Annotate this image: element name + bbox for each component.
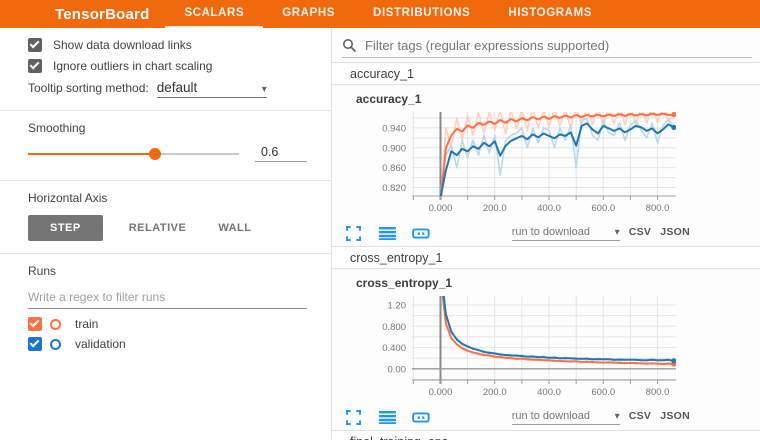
tooltip-sorting-value: default	[156, 80, 198, 95]
slider-fill	[28, 152, 155, 155]
svg-text:400.0: 400.0	[537, 203, 561, 214]
json-download-link[interactable]: JSON	[660, 225, 690, 238]
tab-histograms[interactable]: HISTOGRAMS	[508, 7, 593, 19]
svg-text:600.0: 600.0	[591, 203, 615, 214]
section-header-final-training-ops[interactable]: final_training_ops	[332, 430, 760, 440]
svg-text:800.0: 800.0	[646, 387, 670, 398]
run-item-train[interactable]: train	[28, 317, 307, 331]
svg-text:0.860: 0.860	[382, 163, 406, 174]
accuracy-chart[interactable]: 0.820 0.860 0.900 0.940 0.000 200.0 400.0 600.0…	[368, 108, 760, 220]
expand-chart-icon[interactable]	[346, 225, 364, 241]
runs-regex-input[interactable]	[28, 288, 307, 309]
tab-distributions[interactable]: DISTRIBUTIONS	[373, 7, 471, 19]
axis-wall-button[interactable]: WALL	[218, 222, 252, 234]
svg-text:0.940: 0.940	[382, 123, 406, 134]
svg-text:200.0: 200.0	[483, 203, 507, 214]
settings-sidebar: Show data download links Ignore outliers…	[0, 28, 332, 440]
runs-label: Runs	[28, 264, 57, 278]
svg-text:800.0: 800.0	[646, 203, 670, 214]
slider-thumb[interactable]	[148, 147, 161, 160]
app-title: TensorBoard	[55, 5, 150, 23]
cross-entropy-chart[interactable]: 0.00 0.400 0.800 1.20 0.000 200.0 400.0 600.0 80…	[368, 292, 760, 404]
dropdown-caret-icon: ▾	[614, 226, 620, 238]
run-color-circle-icon	[50, 318, 61, 330]
chart-card-cross-entropy: cross_entropy_1 0.00 0.400 0.800 1.20 0.000 2…	[332, 269, 760, 430]
divider	[0, 180, 331, 181]
tab-scalars[interactable]: SCALARS	[165, 0, 264, 28]
horizontal-axis-label: Horizontal Axis	[28, 191, 108, 205]
nav-tabs: SCALARS GRAPHS DISTRIBUTIONS HISTOGRAMS	[165, 0, 611, 28]
checkbox-checked-icon	[28, 38, 42, 52]
svg-text:0.000: 0.000	[429, 387, 453, 398]
svg-text:0.400: 0.400	[382, 343, 406, 354]
filter-tags-input[interactable]	[365, 38, 752, 53]
tooltip-sorting-select[interactable]: default ▾	[156, 80, 267, 98]
chart-toolbar: run to download ▾ CSV JSON	[332, 220, 760, 246]
smoothing-slider[interactable]	[28, 147, 239, 161]
run-color-circle-icon	[50, 338, 61, 350]
checkbox-label: Ignore outliers in chart scaling	[53, 59, 213, 73]
app-header: TensorBoard SCALARS GRAPHS DISTRIBUTIONS…	[0, 0, 760, 28]
filter-tags-field[interactable]	[342, 34, 752, 58]
svg-text:0.900: 0.900	[382, 143, 406, 154]
smoothing-label: Smoothing	[28, 121, 86, 135]
run-checkbox-checked-icon	[28, 317, 42, 331]
axis-step-button[interactable]: STEP	[28, 215, 103, 241]
tooltip-sorting-label: Tooltip sorting method:	[28, 81, 149, 95]
svg-text:0.820: 0.820	[382, 183, 406, 194]
fit-domain-icon[interactable]	[412, 409, 430, 425]
svg-text:0.800: 0.800	[382, 322, 406, 333]
chart-toolbar: run to download ▾ CSV JSON	[332, 404, 760, 430]
search-icon	[343, 39, 357, 53]
section-header-accuracy[interactable]: accuracy_1	[332, 62, 760, 85]
checkbox-checked-icon	[28, 59, 42, 73]
json-download-link[interactable]: JSON	[660, 409, 690, 422]
run-item-validation[interactable]: validation	[28, 337, 307, 351]
run-checkbox-checked-icon	[28, 337, 42, 351]
svg-text:0.00: 0.00	[388, 364, 407, 375]
run-to-download-select[interactable]: run to download ▾	[511, 225, 620, 241]
run-label: train	[75, 317, 99, 331]
svg-text:200.0: 200.0	[483, 387, 507, 398]
dropdown-caret-icon: ▾	[261, 84, 267, 95]
ignore-outliers-checkbox[interactable]: Ignore outliers in chart scaling	[28, 59, 307, 73]
chart-card-accuracy: accuracy_1 0.820 0.860 0.900 0.940 0.000 200.…	[332, 85, 760, 246]
svg-text:600.0: 600.0	[591, 387, 615, 398]
log-axis-lines-icon[interactable]	[379, 409, 397, 425]
dashboard-main: accuracy_1 accuracy_1 0.820 0.860 0.900 0.9…	[332, 28, 760, 440]
section-header-cross-entropy[interactable]: cross_entropy_1	[332, 246, 760, 269]
checkbox-label: Show data download links	[53, 38, 192, 52]
chart-title: cross_entropy_1	[356, 276, 453, 290]
run-to-download-label: run to download	[511, 225, 590, 238]
run-label: validation	[75, 337, 126, 351]
fit-domain-icon[interactable]	[412, 225, 430, 241]
show-download-links-checkbox[interactable]: Show data download links	[28, 38, 307, 52]
csv-download-link[interactable]: CSV	[628, 225, 652, 238]
run-to-download-label: run to download	[511, 409, 590, 422]
tab-graphs[interactable]: GRAPHS	[282, 7, 336, 19]
svg-text:0.000: 0.000	[429, 203, 453, 214]
log-axis-lines-icon[interactable]	[379, 225, 397, 241]
run-to-download-select[interactable]: run to download ▾	[511, 409, 620, 425]
svg-text:400.0: 400.0	[537, 387, 561, 398]
axis-relative-button[interactable]: RELATIVE	[128, 222, 187, 234]
dropdown-caret-icon: ▾	[614, 410, 620, 422]
csv-download-link[interactable]: CSV	[628, 409, 652, 422]
divider	[0, 110, 331, 111]
smoothing-value-input[interactable]: 0.6	[255, 145, 307, 162]
divider	[0, 253, 331, 254]
chart-title: accuracy_1	[356, 92, 422, 106]
expand-chart-icon[interactable]	[346, 409, 364, 425]
svg-text:1.20: 1.20	[388, 301, 407, 312]
